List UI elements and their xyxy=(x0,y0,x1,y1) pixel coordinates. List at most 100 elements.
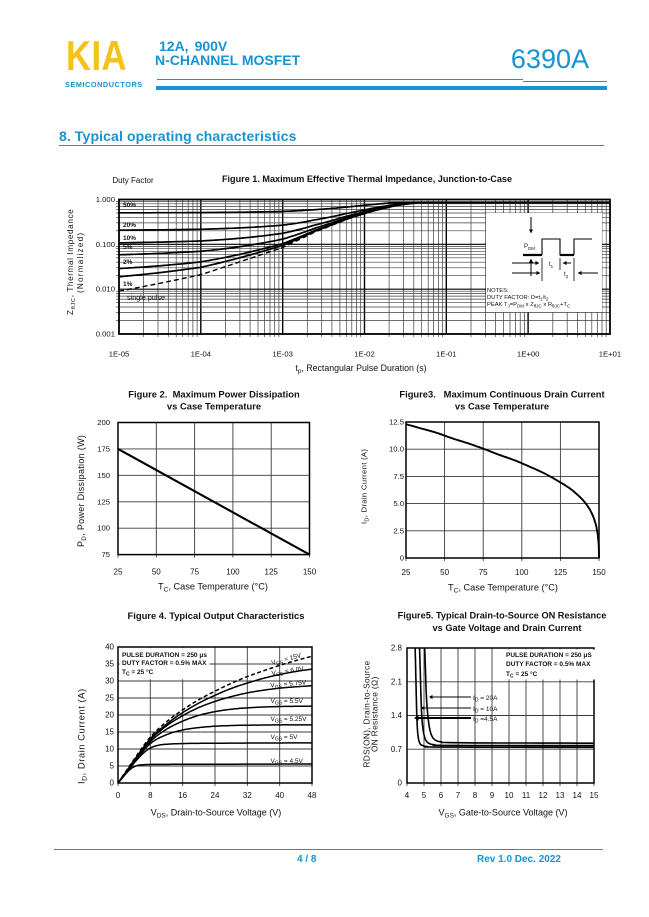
svg-text:8: 8 xyxy=(148,791,153,800)
svg-text:24: 24 xyxy=(211,791,220,800)
svg-text:5: 5 xyxy=(422,791,427,800)
svg-text:ON Resistance (Ω): ON Resistance (Ω) xyxy=(371,676,380,752)
svg-text:12: 12 xyxy=(539,791,548,800)
svg-text:5: 5 xyxy=(110,762,115,771)
svg-text:75: 75 xyxy=(101,550,110,559)
svg-text:11: 11 xyxy=(522,791,531,800)
svg-text:NOTES:: NOTES: xyxy=(487,288,509,294)
svg-text:VGS, Gate-to-Source Voltage (V: VGS, Gate-to-Source Voltage (V) xyxy=(439,808,568,820)
svg-text:150: 150 xyxy=(303,568,317,577)
svg-text:175: 175 xyxy=(97,444,110,453)
svg-text:PULSE DURATION = 250 μS: PULSE DURATION = 250 μS xyxy=(506,652,592,659)
svg-text:1E+00: 1E+00 xyxy=(517,350,539,359)
svg-text:10: 10 xyxy=(105,745,114,754)
svg-text:2.8: 2.8 xyxy=(391,644,403,653)
svg-text:Figure3. Maximum Continuous: Figure3. Maximum Continuous Drain Curren… xyxy=(399,389,604,400)
svg-text:7.5: 7.5 xyxy=(393,472,404,481)
svg-text:vs Case Temperature: vs Case Temperature xyxy=(167,401,261,412)
svg-text:0: 0 xyxy=(400,554,404,563)
svg-text:TC = 25 °C: TC = 25 °C xyxy=(506,670,538,680)
svg-text:TC = 25 °C: TC = 25 °C xyxy=(122,668,154,678)
svg-text:ID, Drain Current (A): ID, Drain Current (A) xyxy=(360,449,371,524)
svg-text:Figure 1. Maximum Effective Th: Figure 1. Maximum Effective Thermal Impe… xyxy=(222,174,512,184)
svg-text:VGS = 4.5V: VGS = 4.5V xyxy=(271,758,304,767)
svg-text:0.7: 0.7 xyxy=(391,745,403,754)
svg-text:0: 0 xyxy=(110,779,115,788)
svg-text:0: 0 xyxy=(116,791,121,800)
svg-text:5.0: 5.0 xyxy=(393,499,404,508)
svg-text:15: 15 xyxy=(105,728,114,737)
svg-text:DUTY FACTOR = 0.5% MAX: DUTY FACTOR = 0.5% MAX xyxy=(506,661,591,668)
svg-text:TC, Case Temperature (°C): TC, Case Temperature (°C) xyxy=(158,582,268,594)
svg-text:7: 7 xyxy=(456,791,461,800)
svg-text:PD, Power Dissipation (W): PD, Power Dissipation (W) xyxy=(76,435,88,547)
svg-text:35: 35 xyxy=(105,660,114,669)
svg-text:15: 15 xyxy=(590,791,599,800)
svg-text:5%: 5% xyxy=(123,244,133,251)
svg-text:75: 75 xyxy=(190,568,199,577)
svg-text:40: 40 xyxy=(275,791,284,800)
svg-text:32: 32 xyxy=(243,791,252,800)
svg-text:0.100: 0.100 xyxy=(96,240,115,249)
svg-text:4: 4 xyxy=(405,791,410,800)
svg-text:vs Case Temperature: vs Case Temperature xyxy=(455,401,549,412)
svg-text:0.010: 0.010 xyxy=(96,285,115,294)
svg-text:PULSE DURATION = 250 μs: PULSE DURATION = 250 μs xyxy=(122,652,207,659)
svg-text:VGS = 5.5V: VGS = 5.5V xyxy=(271,698,304,707)
svg-text:2%: 2% xyxy=(123,259,133,266)
svg-text:75: 75 xyxy=(479,568,488,577)
svg-text:(Normalized): (Normalized) xyxy=(76,232,85,293)
svg-text:2.1: 2.1 xyxy=(391,677,403,686)
svg-text:RDS(ON), Drain-to-Source: RDS(ON), Drain-to-Source xyxy=(363,660,372,767)
svg-text:25: 25 xyxy=(105,694,114,703)
svg-text:1E+01: 1E+01 xyxy=(599,350,621,359)
svg-text:1%: 1% xyxy=(123,281,133,288)
svg-text:t2: t2 xyxy=(564,272,569,279)
svg-text:14: 14 xyxy=(573,791,582,800)
svg-text:PEAK TJ=PDM x ZθJC x RθJC+TC: PEAK TJ=PDM x ZθJC x RθJC+TC xyxy=(487,302,571,309)
svg-text:125: 125 xyxy=(97,497,110,506)
svg-text:10.0: 10.0 xyxy=(389,445,404,454)
svg-text:125: 125 xyxy=(265,568,279,577)
svg-text:50%: 50% xyxy=(123,202,136,209)
svg-text:ID, Drain Current (A): ID, Drain Current (A) xyxy=(77,688,89,784)
svg-text:1E-03: 1E-03 xyxy=(272,350,293,359)
svg-text:200: 200 xyxy=(97,418,110,427)
svg-text:PDM: PDM xyxy=(524,244,535,251)
svg-text:VGS = 5V: VGS = 5V xyxy=(271,734,299,743)
svg-text:0: 0 xyxy=(398,779,403,788)
svg-text:9: 9 xyxy=(490,791,495,800)
svg-text:16: 16 xyxy=(178,791,187,800)
svg-text:10%: 10% xyxy=(123,235,136,242)
svg-text:Figure5. Typical Drain-to-Sour: Figure5. Typical Drain-to-Source ON Resi… xyxy=(398,611,607,621)
svg-text:48: 48 xyxy=(308,791,317,800)
svg-text:VGS = 5.75V: VGS = 5.75V xyxy=(270,679,307,691)
svg-text:13: 13 xyxy=(556,791,565,800)
svg-text:30: 30 xyxy=(105,677,114,686)
svg-text:VGS = 5.25V: VGS = 5.25V xyxy=(271,716,308,725)
svg-text:20%: 20% xyxy=(123,222,136,229)
svg-text:1.000: 1.000 xyxy=(96,195,115,204)
svg-text:t1: t1 xyxy=(549,262,554,269)
svg-text:150: 150 xyxy=(592,568,606,577)
svg-text:100: 100 xyxy=(515,568,529,577)
svg-text:100: 100 xyxy=(226,568,240,577)
svg-text:20: 20 xyxy=(105,711,114,720)
svg-text:Duty Factor: Duty Factor xyxy=(112,176,154,185)
svg-text:1E-01: 1E-01 xyxy=(436,350,457,359)
svg-text:25: 25 xyxy=(402,568,411,577)
svg-text:10: 10 xyxy=(505,791,514,800)
svg-text:100: 100 xyxy=(97,524,110,533)
svg-text:1E-04: 1E-04 xyxy=(191,350,212,359)
svg-text:8: 8 xyxy=(473,791,478,800)
svg-text:50: 50 xyxy=(440,568,449,577)
svg-text:Figure 4. Typical Output Chara: Figure 4. Typical Output Characteristics xyxy=(128,610,305,621)
svg-text:0.001: 0.001 xyxy=(96,329,115,338)
svg-text:ID = 20A: ID = 20A xyxy=(473,695,498,704)
svg-text:ID =4.5A: ID =4.5A xyxy=(473,716,498,725)
svg-text:vs Gate Voltage and Drain Curr: vs Gate Voltage and Drain Current xyxy=(433,623,582,633)
svg-text:ID = 10A: ID = 10A xyxy=(473,706,498,715)
svg-text:VDS, Drain-to-Source Voltage (: VDS, Drain-to-Source Voltage (V) xyxy=(151,808,282,820)
svg-text:1E-02: 1E-02 xyxy=(354,350,375,359)
svg-text:2.5: 2.5 xyxy=(393,526,404,535)
